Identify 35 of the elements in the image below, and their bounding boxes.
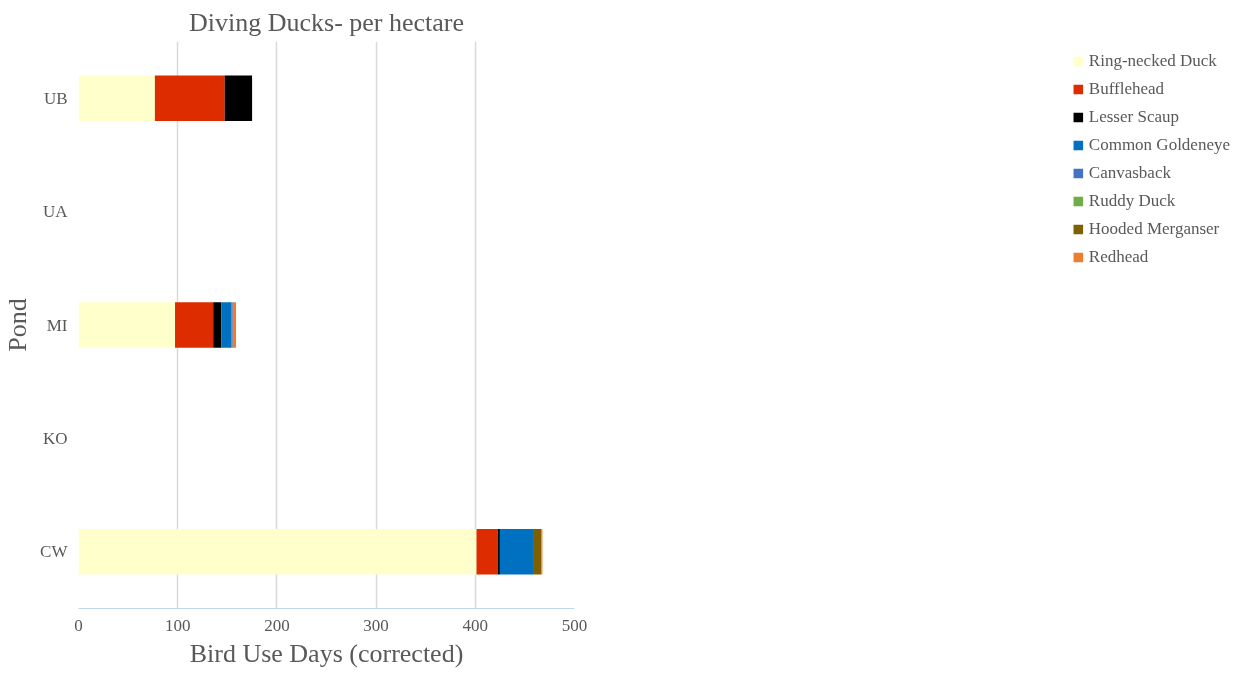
y-tick-label: UA bbox=[42, 202, 69, 222]
bar bbox=[499, 529, 534, 575]
y-tick-label: CW bbox=[40, 542, 69, 562]
x-tick-label: 500 bbox=[561, 615, 588, 635]
legend-label: Canvasback bbox=[1088, 163, 1171, 183]
legend-label: Common Goldeneye bbox=[1088, 135, 1230, 155]
y-tick-label: UB bbox=[43, 88, 68, 108]
legend-label: Ring-necked Duck bbox=[1088, 51, 1217, 71]
bar bbox=[533, 529, 542, 575]
bar bbox=[154, 75, 225, 121]
x-tick-label: 100 bbox=[164, 615, 191, 635]
y-axis-title: Pond bbox=[3, 298, 33, 352]
legend-label: Hooded Merganser bbox=[1088, 219, 1220, 239]
bar bbox=[221, 302, 232, 348]
bar bbox=[213, 302, 222, 348]
bar bbox=[78, 529, 477, 575]
bar bbox=[175, 302, 214, 348]
legend-label: Ruddy Duck bbox=[1088, 191, 1176, 211]
bar bbox=[232, 302, 237, 348]
legend-label: Redhead bbox=[1088, 247, 1149, 267]
legend-label: Lesser Scaup bbox=[1088, 107, 1179, 127]
chart-title: Diving Ducks- per hectare bbox=[188, 7, 465, 37]
bar bbox=[476, 529, 498, 575]
bar bbox=[78, 302, 176, 348]
x-tick-label: 200 bbox=[264, 615, 290, 635]
legend-label: Bufflehead bbox=[1088, 79, 1165, 99]
x-tick-label: 400 bbox=[462, 615, 489, 635]
x-axis-title: Bird Use Days (corrected) bbox=[189, 638, 464, 668]
bar bbox=[224, 75, 253, 121]
y-tick-label: MI bbox=[46, 315, 68, 335]
x-tick-label: 0 bbox=[74, 615, 83, 635]
x-tick-label: 300 bbox=[363, 615, 389, 635]
bar bbox=[78, 75, 155, 121]
y-tick-label: KO bbox=[42, 428, 68, 448]
bar bbox=[497, 529, 500, 575]
